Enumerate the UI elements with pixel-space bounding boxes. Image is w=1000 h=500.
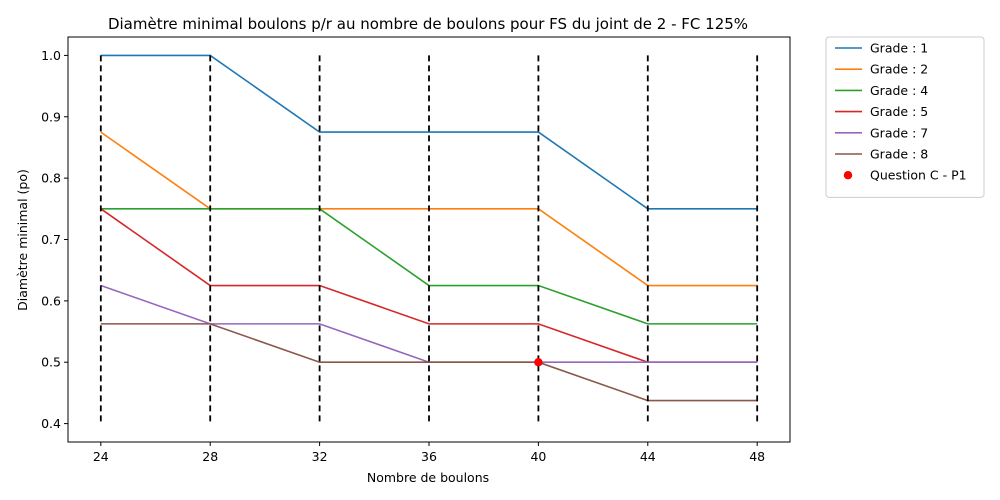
- question-point-marker: [534, 358, 543, 367]
- x-tick-label: 40: [530, 449, 546, 464]
- legend: Grade : 1 Grade : 2 Grade : 4 Grade : 5 Grad…: [825, 36, 985, 198]
- x-axis-title: Nombre de boulons: [367, 470, 489, 485]
- x-tick-label: 44: [640, 449, 656, 464]
- chart-title: Diamètre minimal boulons p/r au nombre d…: [108, 15, 748, 33]
- x-tick-label: 48: [749, 449, 765, 464]
- legend-label: Grade : 7: [870, 125, 928, 140]
- y-tick-label: 0.6: [41, 293, 61, 308]
- y-tick-label: 1.0: [41, 48, 61, 63]
- legend-label: Grade : 1: [870, 41, 928, 56]
- y-tick-label: 0.4: [41, 416, 61, 431]
- legend-label: Grade : 8: [870, 147, 928, 162]
- plot-area: [99, 54, 759, 424]
- y-tick-label: 0.7: [41, 232, 61, 247]
- y-axis: 0.4 0.5 0.6 0.7 0.8 0.9 1.0: [41, 48, 68, 431]
- legend-box: [825, 36, 985, 198]
- y-tick-label: 0.9: [41, 109, 61, 124]
- x-tick-label: 24: [93, 449, 109, 464]
- x-tick-label: 36: [421, 449, 437, 464]
- x-tick-label: 28: [202, 449, 218, 464]
- legend-label: Grade : 4: [870, 83, 928, 98]
- legend-point-swatch: [843, 171, 853, 180]
- y-tick-label: 0.5: [41, 355, 61, 370]
- y-axis-title: Diamètre minimal (po): [15, 169, 30, 311]
- legend-label: Question C - P1: [870, 168, 967, 183]
- x-axis: 24 28 32 36 40 44 48: [93, 442, 765, 464]
- y-tick-label: 0.8: [41, 171, 61, 186]
- x-tick-label: 32: [312, 449, 328, 464]
- legend-label: Grade : 2: [870, 62, 928, 77]
- legend-label: Grade : 5: [870, 104, 928, 119]
